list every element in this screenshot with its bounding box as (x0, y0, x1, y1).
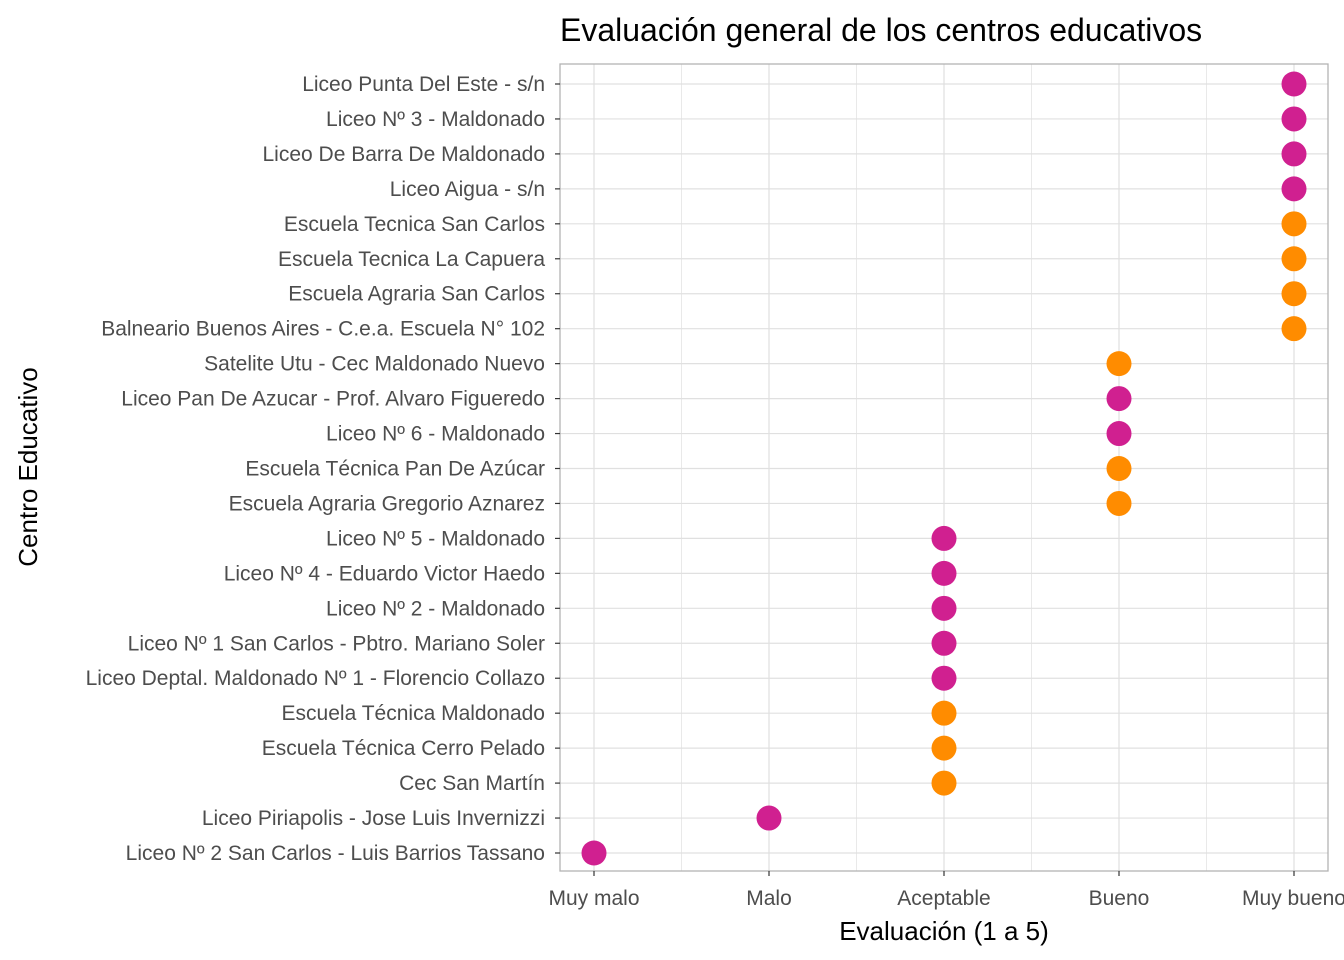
y-tick-label: Escuela Técnica Pan De Azúcar (245, 458, 545, 481)
x-tick-label: Muy malo (548, 887, 639, 910)
y-tick-label: Liceo Nº 3 - Maldonado (326, 108, 545, 131)
data-point (931, 700, 957, 726)
y-tick-labels: Liceo Punta Del Este - s/n Liceo Nº 3 - M… (86, 73, 560, 865)
y-tick-label: Liceo Nº 4 - Eduardo Victor Haedo (224, 562, 545, 585)
y-tick-label: Liceo Nº 2 San Carlos - Luis Barrios Tas… (126, 842, 545, 865)
y-tick-label: Liceo Piriapolis - Jose Luis Invernizzi (202, 807, 545, 830)
data-point (1281, 106, 1307, 132)
data-point (1281, 71, 1307, 97)
y-tick-label: Liceo Pan De Azucar - Prof. Alvaro Figue… (121, 388, 545, 411)
data-point (1281, 176, 1307, 202)
data-point (1281, 246, 1307, 272)
data-points (581, 71, 1307, 866)
x-axis-title: Evaluación (1 a 5) (839, 916, 1049, 946)
data-point (931, 560, 957, 586)
data-point (1281, 141, 1307, 167)
y-tick-label: Liceo Nº 2 - Maldonado (326, 597, 545, 620)
y-tick-label: Liceo Nº 5 - Maldonado (326, 527, 545, 550)
y-tick-label: Escuela Agraria Gregorio Aznarez (229, 492, 545, 515)
x-tick-label: Aceptable (897, 887, 990, 910)
y-tick-label: Escuela Tecnica La Capuera (278, 248, 545, 271)
data-point (1106, 351, 1132, 377)
y-tick-label: Balneario Buenos Aires - C.e.a. Escuela … (101, 318, 545, 341)
data-point (1106, 421, 1132, 447)
data-point (581, 840, 607, 866)
data-point (1281, 316, 1307, 342)
data-point (931, 735, 957, 761)
x-tick-label: Malo (746, 887, 792, 910)
y-tick-label: Cec San Martín (399, 772, 545, 795)
data-point (931, 665, 957, 691)
data-point (931, 525, 957, 551)
x-tick-label: Bueno (1089, 887, 1150, 910)
data-point (931, 770, 957, 796)
data-point (756, 805, 782, 831)
y-tick-label: Liceo Punta Del Este - s/n (302, 73, 545, 96)
data-point (931, 630, 957, 656)
y-tick-label: Liceo Aigua - s/n (390, 178, 545, 201)
y-tick-label: Liceo Nº 6 - Maldonado (326, 423, 545, 446)
y-tick-label: Liceo Deptal. Maldonado Nº 1 - Florencio… (86, 667, 545, 690)
data-point (1106, 456, 1132, 481)
x-tick-label: Muy bueno (1242, 887, 1344, 910)
y-tick-label: Escuela Técnica Maldonado (282, 702, 545, 725)
data-point (1106, 490, 1132, 516)
y-tick-label: Liceo De Barra De Maldonado (263, 143, 546, 166)
data-point (1281, 281, 1307, 307)
y-tick-label: Satelite Utu - Cec Maldonado Nuevo (204, 353, 545, 376)
data-point (1281, 211, 1307, 237)
data-point (931, 595, 957, 621)
y-tick-label: Escuela Técnica Cerro Pelado (262, 737, 545, 760)
data-point (1106, 386, 1132, 412)
y-axis-title: Centro Educativo (13, 367, 43, 566)
x-tick-labels: Muy malo Malo Aceptable Bueno Muy bueno (548, 871, 1344, 910)
y-tick-label: Liceo Nº 1 San Carlos - Pbtro. Mariano S… (128, 632, 545, 655)
y-tick-label: Escuela Tecnica San Carlos (284, 213, 545, 236)
chart-title: Evaluación general de los centros educat… (560, 12, 1202, 48)
y-tick-label: Escuela Agraria San Carlos (288, 283, 545, 306)
